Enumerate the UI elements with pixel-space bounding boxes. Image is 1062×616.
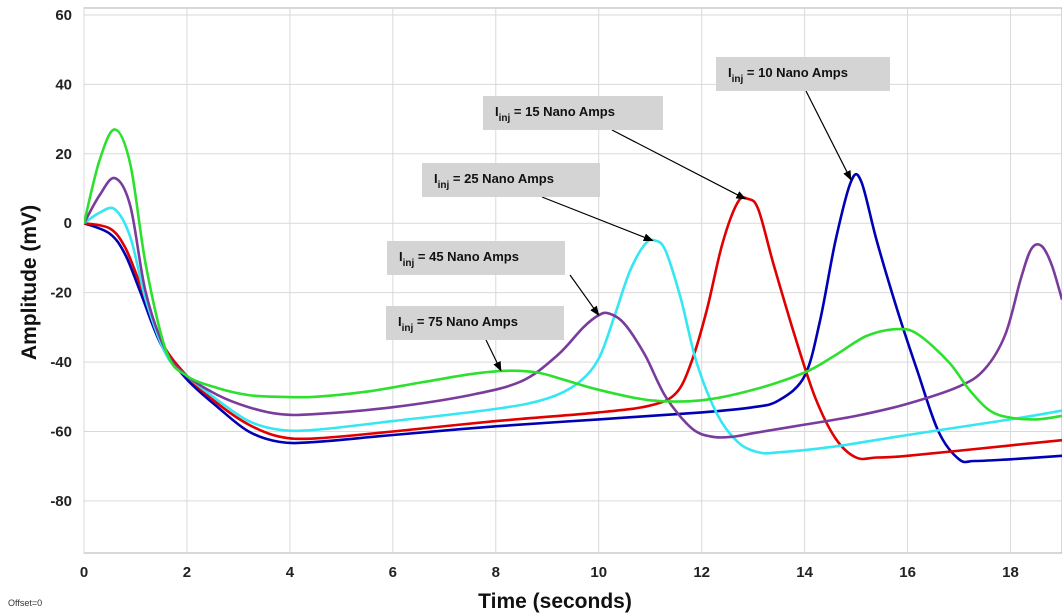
offset-label: Offset=0 <box>8 598 43 608</box>
x-tick-label: 16 <box>899 564 916 581</box>
x-tick-label: 8 <box>492 564 500 581</box>
annotation-arrows <box>485 90 852 372</box>
annotation-box: Iinj = 25 Nano Amps <box>422 163 600 197</box>
annotation-box: Iinj = 45 Nano Amps <box>387 241 565 275</box>
x-tick-label: 0 <box>80 564 88 581</box>
y-tick-label: 0 <box>64 215 72 232</box>
y-tick-label: 20 <box>55 146 72 163</box>
annotation-label: Iinj = 25 Nano Amps <box>434 171 554 191</box>
annotation-background <box>386 306 564 340</box>
annotation-arrow <box>541 196 654 242</box>
series-line-1 <box>84 172 1062 464</box>
annotation-background <box>483 96 663 130</box>
x-tick-label: 14 <box>796 564 813 581</box>
series-line-5 <box>84 128 1062 421</box>
annotation-background <box>387 241 565 275</box>
x-tick-label: 10 <box>590 564 607 581</box>
y-tick-label: -80 <box>50 493 72 510</box>
x-tick-label: 4 <box>286 564 295 581</box>
y-axis-label: Amplitude (mV) <box>18 205 41 360</box>
annotation-label: Iinj = 45 Nano Amps <box>399 249 519 269</box>
y-tick-label: -20 <box>50 285 72 302</box>
plot-frame <box>83 7 1062 554</box>
annotation-box: Iinj = 15 Nano Amps <box>483 96 663 130</box>
annotation-label: Iinj = 75 Nano Amps <box>398 314 518 334</box>
annotation-box: Iinj = 10 Nano Amps <box>716 57 890 91</box>
tick-labels: 0 2 4 6 8 10 12 14 16 18 -80 -60 -40 -20 0 20 40 60 <box>50 7 1019 581</box>
x-tick-label: 6 <box>389 564 397 581</box>
annotation-box: Iinj = 75 Nano Amps <box>386 306 564 340</box>
annotation-arrow <box>485 339 502 372</box>
y-tick-label: -60 <box>50 424 72 441</box>
annotation-boxes: Iinj = 10 Nano Amps Iinj = 15 Nano Amps Ii… <box>386 57 890 340</box>
annotation-label: Iinj = 15 Nano Amps <box>495 104 615 124</box>
annotation-arrow <box>611 129 747 200</box>
annotation-background <box>422 163 600 197</box>
x-tick-label: 2 <box>183 564 191 581</box>
annotation-arrow <box>569 274 600 317</box>
x-axis-label: Time (seconds) <box>478 590 632 613</box>
annotation-background <box>716 57 890 91</box>
annotation-label: Iinj = 10 Nano Amps <box>728 65 848 85</box>
y-tick-label: 40 <box>55 76 72 93</box>
x-tick-label: 12 <box>693 564 710 581</box>
series-group <box>84 128 1062 464</box>
x-tick-label: 18 <box>1002 564 1019 581</box>
grid-lines <box>83 7 1062 554</box>
y-tick-label: -40 <box>50 354 72 371</box>
annotation-arrow <box>805 90 852 181</box>
y-tick-label: 60 <box>55 7 72 24</box>
